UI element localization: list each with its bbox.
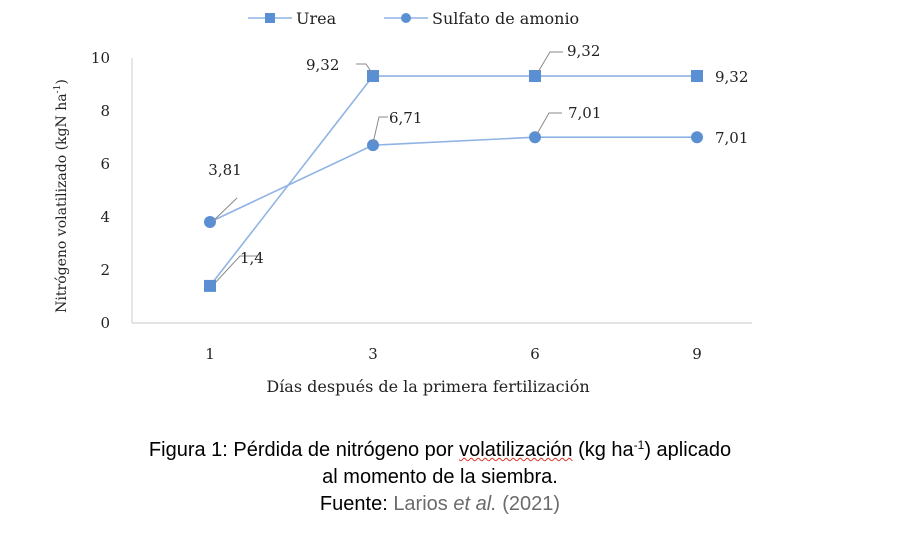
y-axis-title-sup: -1 <box>53 85 63 94</box>
data-label: 9,32 <box>306 56 339 74</box>
caption-text-1: Figura 1: Pérdida de nitrógeno por <box>148 439 460 461</box>
y-tick-label: 0 <box>100 314 110 332</box>
y-tick-label: 8 <box>100 102 110 120</box>
legend-sulfato-label: Sulfato de amonio <box>432 9 579 28</box>
x-tick-label: 9 <box>692 345 702 363</box>
caption-text-2: (kg ha <box>572 439 634 461</box>
data-point-sulfato <box>204 216 216 229</box>
y-axis-title: Nitrógeno volatilizado (kgN ha-1) <box>53 79 70 313</box>
y-tick-label: 6 <box>100 155 110 173</box>
y-axis-title-end: ) <box>54 79 70 84</box>
caption-source-etal: et al. <box>453 493 497 515</box>
data-label: 3,81 <box>208 161 241 179</box>
data-point-sulfato <box>691 131 703 144</box>
caption-source-year: (2021) <box>496 493 561 515</box>
legend-urea-label: Urea <box>296 9 337 28</box>
caption-superscript: -1 <box>633 438 645 452</box>
data-point-sulfato <box>529 131 541 144</box>
caption-flagged-word: volatilización <box>459 439 573 461</box>
figure-caption: Figura 1: Pérdida de nitrógeno por volat… <box>0 432 880 518</box>
data-point-urea <box>691 70 703 83</box>
data-label: 6,71 <box>389 109 422 127</box>
caption-source-label: Fuente: <box>319 493 394 515</box>
data-label-leader <box>537 51 563 73</box>
data-point-urea <box>204 279 216 292</box>
x-tick-label: 1 <box>205 345 215 363</box>
line-chart: Urea Sulfato de amonio Nitrógeno volatil… <box>53 9 752 396</box>
data-label-leader <box>372 116 388 144</box>
y-tick-label: 4 <box>100 208 110 226</box>
caption-line-2: al momento de la siembra. <box>322 466 558 488</box>
data-point-urea <box>367 70 379 83</box>
data-point-urea <box>529 70 541 83</box>
legend-sulfato-marker <box>401 13 411 23</box>
series-line-urea <box>209 75 697 287</box>
data-label-leader <box>536 112 562 135</box>
data-label-leader <box>356 63 373 74</box>
legend-urea-marker <box>265 13 275 23</box>
ticks: 0 2 4 6 8 10 1 3 6 9 <box>91 49 702 363</box>
data-label-leader <box>212 197 238 222</box>
data-label: 1,4 <box>240 249 264 267</box>
series-line-sulfato <box>209 136 697 223</box>
data-point-sulfato <box>367 139 379 152</box>
x-tick-label: 3 <box>368 345 378 363</box>
caption-text-3: ) aplicado <box>644 439 732 461</box>
caption-source-author: Larios <box>393 493 454 515</box>
y-tick-label: 2 <box>100 261 110 279</box>
data-labels: 1,4 9,32 9,32 9,32 3,81 6,71 7,01 7,01 <box>208 42 748 284</box>
y-tick-label: 10 <box>91 49 110 67</box>
data-label: 9,32 <box>567 42 600 60</box>
x-tick-label: 6 <box>530 345 540 363</box>
data-label: 7,01 <box>715 129 748 147</box>
caption-line-1: Figura 1: Pérdida de nitrógeno por volat… <box>0 432 880 464</box>
data-label-leader <box>214 255 258 284</box>
y-axis-title-main: Nitrógeno volatilizado (kgN ha <box>54 93 70 312</box>
x-axis-title: Días después de la primera fertilización <box>266 377 589 396</box>
series-layer <box>204 70 703 292</box>
data-label: 9,32 <box>715 68 748 86</box>
caption-line-3: Fuente: Larios et al. (2021) <box>0 491 880 518</box>
data-label: 7,01 <box>568 104 601 122</box>
legend: Urea Sulfato de amonio <box>248 9 579 28</box>
